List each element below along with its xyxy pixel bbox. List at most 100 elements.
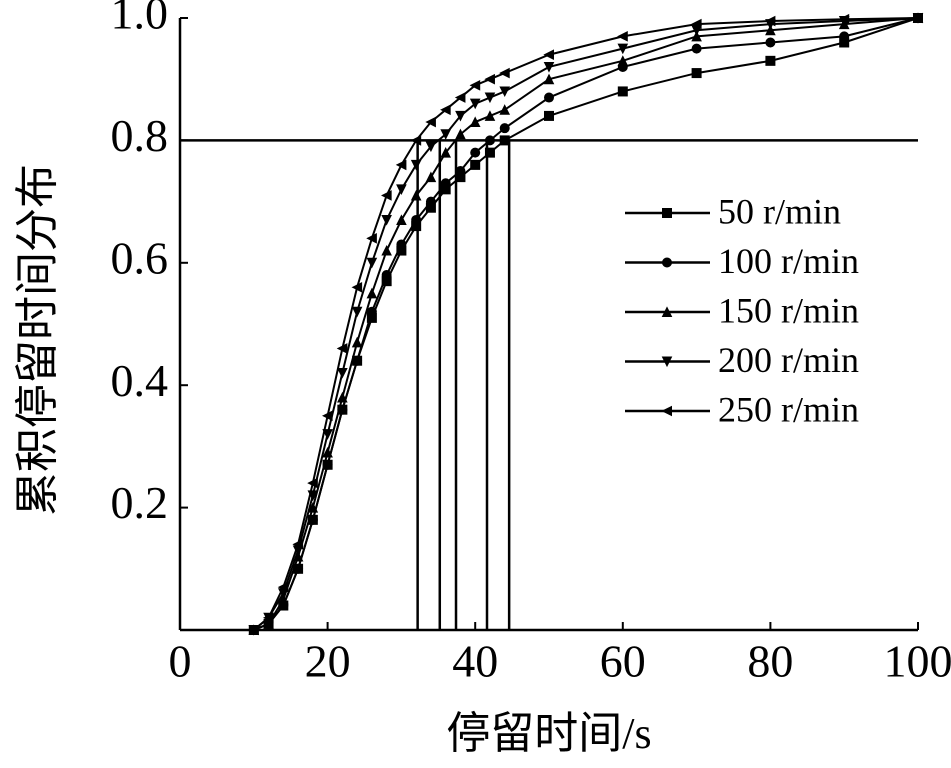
- x-tick-label: 0: [169, 636, 192, 687]
- marker: [662, 257, 672, 268]
- marker: [543, 61, 555, 73]
- marker: [455, 110, 466, 122]
- marker: [839, 31, 850, 42]
- marker: [691, 30, 702, 42]
- marker: [499, 67, 510, 79]
- marker: [499, 123, 510, 134]
- marker: [410, 189, 422, 201]
- marker: [499, 135, 510, 146]
- marker: [396, 184, 407, 195]
- marker: [440, 129, 451, 140]
- marker: [396, 214, 407, 225]
- marker: [395, 159, 407, 171]
- marker: [617, 55, 629, 66]
- marker: [381, 244, 392, 256]
- series: [248, 13, 923, 635]
- marker: [544, 92, 554, 103]
- line: [253, 17, 919, 631]
- marker: [662, 208, 672, 218]
- marker: [366, 287, 378, 299]
- marker: [410, 135, 422, 146]
- marker: [469, 116, 481, 128]
- x-tick-label: 100: [884, 636, 951, 687]
- marker: [499, 104, 511, 115]
- marker: [661, 306, 673, 317]
- marker: [661, 356, 673, 368]
- marker: [543, 49, 554, 61]
- marker: [440, 147, 451, 158]
- marker: [307, 477, 318, 489]
- marker: [455, 166, 466, 176]
- marker: [484, 92, 496, 104]
- marker: [617, 31, 628, 42]
- marker: [765, 37, 776, 48]
- x-tick-label: 20: [305, 636, 351, 687]
- marker: [321, 410, 333, 422]
- marker: [440, 104, 451, 116]
- marker: [262, 612, 274, 624]
- marker: [351, 306, 363, 318]
- marker: [351, 336, 363, 348]
- line: [253, 17, 919, 631]
- y-tick-label: 0.8: [111, 110, 169, 161]
- marker: [765, 24, 776, 36]
- marker: [469, 80, 481, 91]
- marker: [337, 367, 348, 379]
- y-tick-label: 0.6: [111, 232, 169, 283]
- marker: [263, 618, 274, 629]
- marker: [469, 98, 481, 110]
- marker: [764, 15, 776, 27]
- legend-item: 200 r/min: [625, 340, 859, 380]
- legend-item: 50 r/min: [625, 191, 841, 231]
- marker: [277, 581, 289, 593]
- marker: [366, 306, 377, 317]
- marker: [322, 429, 333, 440]
- x-tick-label: 60: [600, 636, 646, 687]
- marker: [351, 281, 363, 293]
- marker: [690, 18, 702, 30]
- marker: [691, 68, 702, 79]
- line: [253, 17, 919, 631]
- marker: [617, 86, 628, 97]
- marker: [425, 171, 437, 183]
- marker: [425, 116, 436, 128]
- legend-label: 150 r/min: [718, 290, 859, 330]
- marker: [366, 233, 377, 244]
- legend-item: 250 r/min: [625, 389, 859, 429]
- marker: [248, 624, 259, 636]
- marker: [543, 73, 555, 85]
- marker: [381, 190, 392, 201]
- marker: [366, 257, 378, 269]
- y-tick-label: 0.2: [111, 477, 169, 528]
- marker: [425, 141, 437, 153]
- marker: [484, 135, 495, 146]
- marker: [470, 159, 481, 170]
- marker: [336, 343, 348, 354]
- marker: [484, 73, 495, 85]
- legend-item: 150 r/min: [625, 290, 859, 330]
- legend-item: 100 r/min: [625, 241, 859, 281]
- marker: [292, 539, 304, 550]
- series: [248, 12, 923, 636]
- marker: [411, 214, 422, 225]
- marker: [381, 270, 392, 281]
- marker: [912, 12, 923, 24]
- marker: [499, 86, 511, 98]
- marker: [278, 593, 289, 605]
- x-axis-title: 停留时间/s: [446, 709, 651, 758]
- legend-label: 200 r/min: [718, 340, 859, 380]
- marker: [484, 110, 496, 121]
- marker: [661, 405, 672, 417]
- marker: [765, 55, 776, 66]
- x-tick-label: 80: [747, 636, 793, 687]
- legend-label: 100 r/min: [718, 241, 859, 281]
- marker: [396, 239, 407, 250]
- marker: [838, 13, 850, 25]
- x-tick-label: 40: [452, 636, 498, 687]
- marker: [544, 110, 554, 121]
- series: [248, 12, 924, 635]
- marker: [454, 92, 466, 103]
- marker: [455, 128, 466, 140]
- legend-label: 250 r/min: [718, 389, 859, 429]
